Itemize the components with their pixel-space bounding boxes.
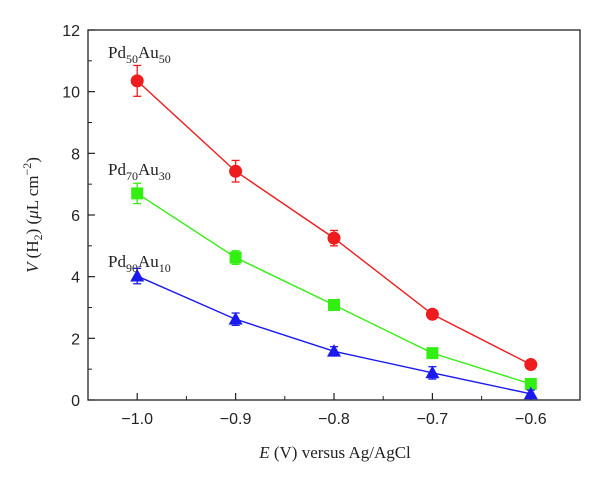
y-axis-label: V (H2) (μL cm−2) bbox=[20, 157, 45, 273]
y-tick-label: 2 bbox=[71, 331, 80, 348]
series-2 bbox=[130, 267, 538, 400]
series-layer bbox=[130, 64, 538, 400]
data-point bbox=[229, 251, 242, 264]
data-point bbox=[327, 231, 341, 245]
x-tick-label: −1.0 bbox=[121, 411, 153, 428]
data-point bbox=[130, 268, 145, 282]
data-point bbox=[327, 344, 341, 357]
data-point bbox=[524, 358, 538, 372]
data-point bbox=[426, 347, 439, 360]
y-tick-label: 12 bbox=[62, 23, 80, 40]
axes: 0 2 4 6 8 10 12 −1.0 −0.9 −0.8 −0.7 −0.6 bbox=[62, 23, 581, 428]
y-tick-label: 6 bbox=[71, 208, 80, 225]
data-point bbox=[523, 386, 538, 400]
x-tick-label: −0.7 bbox=[417, 411, 449, 428]
data-point bbox=[229, 164, 243, 178]
series-line bbox=[136, 80, 532, 366]
data-point bbox=[328, 299, 340, 312]
series-label-pd90au10: Pd90Au10 bbox=[108, 252, 171, 275]
x-tick-label: −0.9 bbox=[220, 411, 252, 428]
data-point bbox=[131, 187, 144, 200]
x-tick-label: −0.6 bbox=[515, 411, 547, 428]
data-point bbox=[130, 74, 144, 88]
y-tick-label: 10 bbox=[62, 85, 80, 102]
data-point bbox=[524, 377, 537, 390]
series-label-pd50au50: Pd50Au50 bbox=[108, 43, 171, 66]
y-tick-label: 4 bbox=[71, 270, 80, 287]
data-point bbox=[425, 307, 439, 321]
series-0 bbox=[130, 64, 538, 372]
y-tick-label: 0 bbox=[71, 393, 80, 410]
y-tick-label: 8 bbox=[71, 146, 80, 163]
x-tick-label: −0.8 bbox=[318, 411, 350, 428]
data-point bbox=[228, 312, 243, 325]
series-1 bbox=[131, 182, 537, 390]
x-axis-label: E (V) versus Ag/AgCl bbox=[258, 443, 411, 462]
data-point bbox=[425, 365, 440, 379]
series-label-pd70au30: Pd70Au30 bbox=[108, 160, 171, 183]
